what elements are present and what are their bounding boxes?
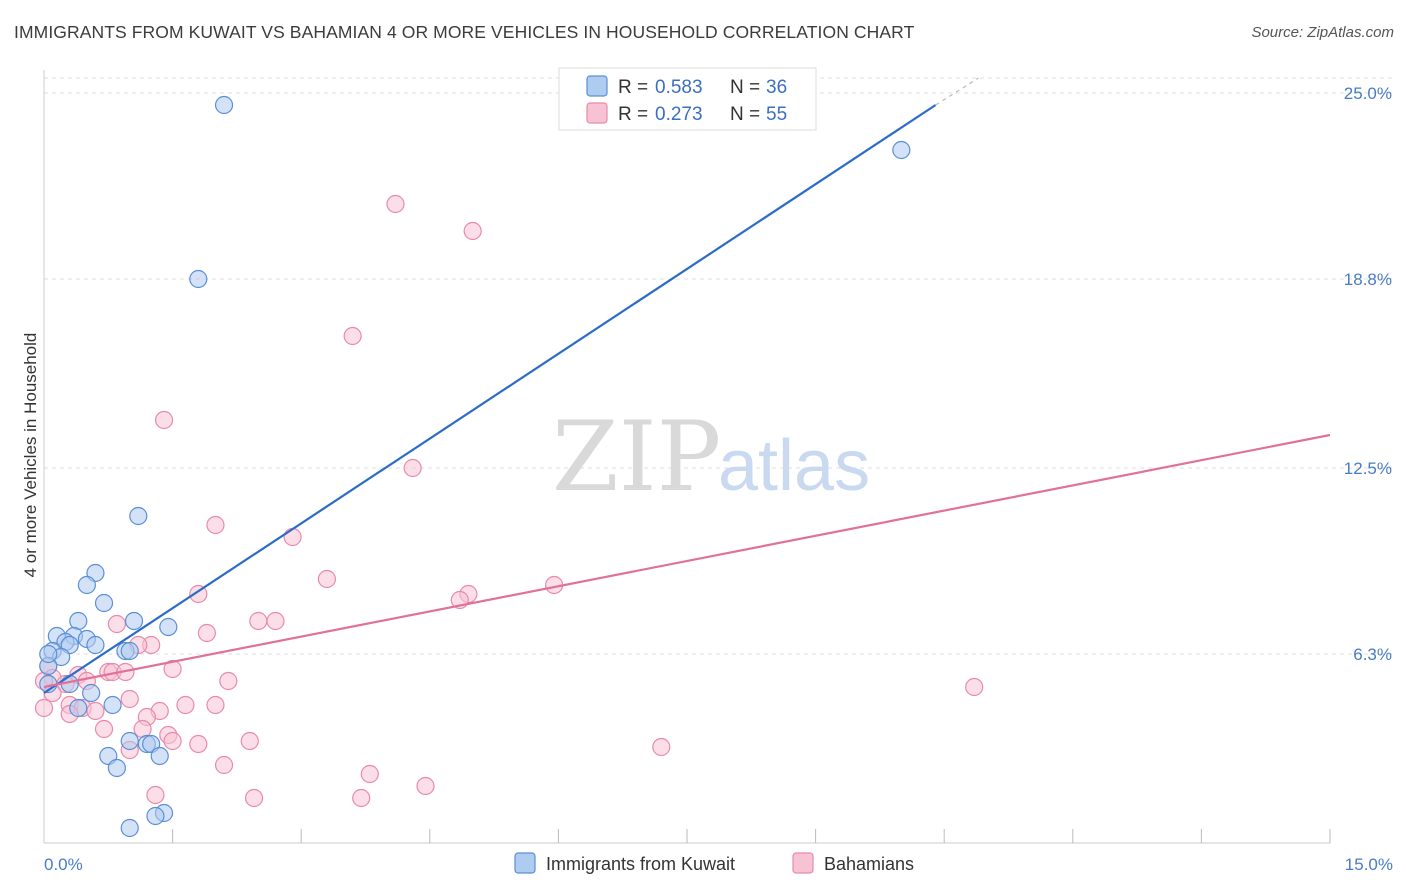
bahamians-point: [206, 515, 225, 535]
kuwait-point: [69, 611, 88, 631]
bahamians-point: [219, 671, 238, 691]
legend-swatch-blue: [586, 75, 608, 97]
legend-swatch-pink: [586, 102, 608, 124]
kuwait-point: [150, 746, 169, 766]
kuwait-trend-line: [43, 104, 937, 694]
series-legend: Immigrants from Kuwait Bahamians: [514, 852, 914, 874]
kuwait-point: [39, 644, 58, 664]
bahamians-point: [244, 788, 264, 808]
kuwait-point: [129, 506, 148, 526]
y-tick-label: 25.0%: [1344, 84, 1392, 103]
legend-r-value: 0.273: [655, 104, 703, 125]
bahamians-point: [86, 701, 105, 721]
bahamians-point: [197, 623, 216, 643]
kuwait-point: [159, 617, 178, 637]
bahamians-point: [189, 584, 208, 604]
y-tick-label: 12.5%: [1344, 459, 1392, 478]
watermark-zip: ZIP: [552, 401, 721, 513]
kuwait-point: [82, 683, 101, 703]
kuwait-trend-extension: [935, 77, 979, 106]
bahamians-point: [240, 731, 259, 751]
legend-n-value: 55: [766, 104, 787, 125]
kuwait-point: [77, 575, 96, 595]
bahamians-point: [965, 677, 984, 697]
chart-title: IMMIGRANTS FROM KUWAIT VS BAHAMIAN 4 OR …: [14, 22, 915, 42]
bahamians-point: [283, 527, 302, 547]
legend-r-label: R =: [618, 77, 648, 98]
legend-n-label: N =: [730, 104, 760, 125]
kuwait-point: [86, 635, 105, 655]
stats-legend: R = 0.583 N = 36 R = 0.273 N = 55: [558, 67, 817, 131]
watermark-atlas: atlas: [718, 426, 870, 506]
kuwait-point: [120, 641, 139, 661]
kuwait-point: [892, 140, 911, 160]
bahamians-point: [463, 221, 482, 241]
y-tick-labels: 6.3% 12.5% 18.8% 25.0%: [1344, 84, 1392, 664]
kuwait-point: [94, 593, 114, 613]
bahamians-point: [416, 776, 435, 796]
kuwait-point: [120, 818, 139, 838]
watermark: ZIP atlas: [552, 401, 870, 513]
bahamians-point: [360, 764, 379, 784]
y-axis-label: 4 or more Vehicles in Household: [21, 333, 40, 578]
bahamians-point: [133, 719, 152, 739]
bahamians-point: [163, 659, 182, 679]
legend-label-kuwait: Immigrants from Kuwait: [546, 854, 735, 874]
kuwait-point: [214, 95, 234, 115]
bahamians-point: [176, 695, 195, 715]
bahamians-point: [206, 695, 225, 715]
y-tick-label: 6.3%: [1353, 645, 1392, 664]
bahamians-point: [94, 719, 114, 739]
x-tick-labels: 0.0% 15.0%: [44, 855, 1393, 874]
kuwait-point: [146, 806, 165, 826]
y-tick-label: 18.8%: [1344, 270, 1392, 289]
bahamians-point: [34, 698, 54, 718]
legend-r-value: 0.583: [655, 77, 703, 98]
kuwait-point: [120, 731, 139, 751]
bahamians-point: [266, 611, 285, 631]
bahamians-trend-line: [43, 433, 1331, 689]
bahamians-point: [343, 326, 362, 346]
bahamians-point: [163, 731, 182, 751]
bahamians-point: [249, 611, 268, 631]
bahamians-point: [352, 788, 371, 808]
x-tick-label: 15.0%: [1345, 855, 1393, 874]
kuwait-point: [189, 269, 208, 289]
bahamians-point: [120, 689, 139, 709]
bahamians-point: [386, 194, 405, 214]
legend-r-label: R =: [618, 104, 648, 125]
bahamians-point: [189, 734, 208, 754]
trend-lines: [43, 77, 1331, 694]
kuwait-point: [107, 758, 126, 778]
bahamians-point: [154, 410, 174, 430]
kuwait-point: [69, 698, 88, 718]
kuwait-point: [124, 611, 144, 631]
legend-swatch-bahamians: [792, 852, 814, 874]
bahamians-point: [214, 755, 234, 775]
source-label: Source: ZipAtlas.com: [1251, 24, 1394, 41]
bahamians-point: [652, 737, 671, 757]
legend-label-bahamians: Bahamians: [824, 854, 914, 874]
legend-swatch-kuwait: [514, 852, 536, 874]
x-tick-label: 0.0%: [44, 855, 83, 874]
legend-n-value: 36: [766, 77, 787, 98]
bahamians-point: [317, 569, 337, 589]
kuwait-point: [103, 695, 122, 715]
bahamians-point: [146, 785, 165, 805]
bahamians-point: [403, 458, 422, 478]
bahamians-point: [107, 614, 126, 634]
gridlines: [44, 77, 1392, 655]
legend-n-label: N =: [730, 77, 760, 98]
